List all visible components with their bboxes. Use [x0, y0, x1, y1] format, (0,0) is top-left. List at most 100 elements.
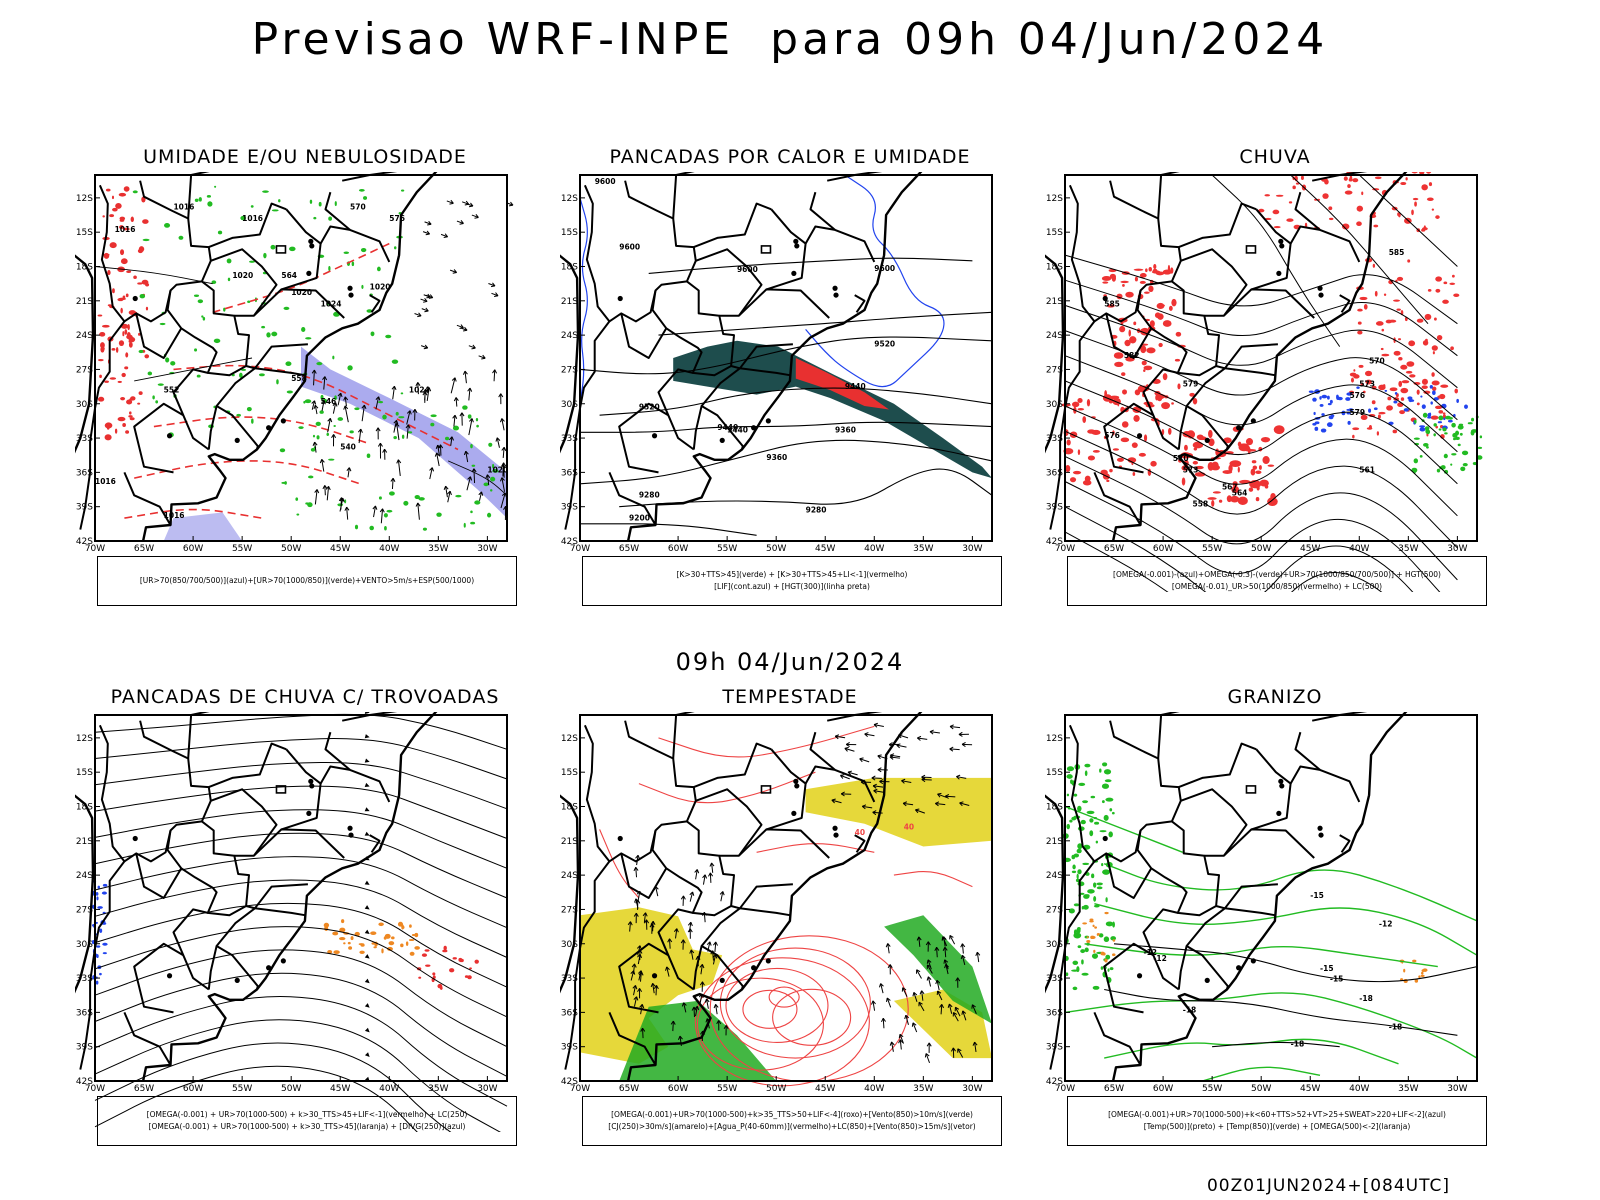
- wind-vector-head: [943, 959, 949, 964]
- temp500-contour: [1212, 1041, 1340, 1048]
- lifted-index-contour: [805, 174, 945, 388]
- wind-vector-head: [468, 418, 474, 423]
- lat-tick-label: 33S: [76, 974, 93, 984]
- omega-green-dots: [1477, 446, 1483, 450]
- lon-tick-label: 55W: [717, 1084, 737, 1094]
- temp850-green-dots: [1101, 783, 1110, 789]
- moisture-red-dots: [138, 332, 141, 336]
- border-line: [187, 712, 210, 759]
- wind-vector-head: [885, 943, 891, 948]
- rain-red-patch: [1208, 438, 1215, 447]
- temp850-green-dots: [1066, 823, 1070, 830]
- border-line: [826, 172, 883, 182]
- moisture-red-dots: [99, 331, 106, 337]
- rain-red-patch: [1077, 449, 1081, 456]
- rain-red-patch: [1374, 290, 1378, 297]
- omega-green-dots: [1457, 424, 1464, 430]
- wind-vector: [952, 1012, 959, 1022]
- temp850-green-dots: [1090, 795, 1096, 799]
- temp850-contour: [1064, 805, 1183, 853]
- border-line: [1180, 248, 1248, 317]
- rain-red-patch: [1357, 308, 1363, 312]
- wind-vector: [864, 733, 875, 737]
- omega-blue-dots: [1313, 411, 1316, 416]
- lon-tick-label: 35W: [1398, 544, 1418, 554]
- thunder-orange-dots: [401, 924, 404, 930]
- rain-red-patch: [1364, 370, 1373, 377]
- lat-tick-label: 18S: [1046, 263, 1063, 273]
- wind-vector: [899, 1039, 902, 1050]
- temp500-contour: [1104, 988, 1458, 1036]
- lake-shape: [765, 418, 771, 424]
- rain-red-patch: [1193, 447, 1198, 451]
- rain-red-patch: [1162, 269, 1172, 275]
- rain-red-patch: [1396, 276, 1404, 281]
- rain-red-patch: [1197, 436, 1207, 441]
- rain-red-patch: [1426, 172, 1432, 174]
- wind-vector-head: [332, 402, 338, 407]
- moisture-green-dots: [332, 355, 335, 360]
- omega-blue-dots: [1368, 408, 1372, 413]
- streamline: [94, 972, 508, 1077]
- moisture-red-dots: [145, 283, 150, 287]
- rain-red-patch: [1426, 197, 1434, 202]
- wind-vector-head: [949, 746, 954, 752]
- lat-tick-label: 33S: [1046, 974, 1063, 984]
- contour-label: 558: [1193, 500, 1209, 509]
- divergence-blue-dots: [91, 940, 95, 945]
- omega-blue-dots: [1456, 398, 1459, 403]
- temp850-green-dots: [1083, 894, 1090, 899]
- thunder-orange-dots: [414, 946, 420, 950]
- omega-orange-dots: [1104, 958, 1108, 963]
- rain-red-patch: [1328, 217, 1334, 221]
- omega-orange-dots: [1089, 920, 1094, 923]
- lat-tick-label: 21S: [76, 297, 93, 307]
- moisture-red-dots: [119, 216, 126, 221]
- wind-vector: [672, 1021, 674, 1032]
- wind-vector: [948, 1003, 953, 1014]
- rain-red-patch: [1449, 282, 1456, 285]
- moisture-red-dots: [119, 225, 124, 230]
- wind-vector-head: [898, 1033, 904, 1039]
- low-level-streamline: [719, 947, 871, 1059]
- lon-tick-label: 45W: [330, 544, 350, 554]
- rain-red-patch: [1238, 443, 1250, 452]
- lake-shape: [1279, 783, 1285, 789]
- lake-shape: [719, 437, 725, 443]
- rain-red-patch: [1155, 393, 1165, 400]
- rain-red-patch: [1435, 215, 1440, 219]
- omega-green-dots: [1413, 458, 1419, 464]
- rain-red-patch: [1372, 263, 1376, 268]
- temp850-green-dots: [1091, 873, 1095, 879]
- omega-blue-dots: [1347, 420, 1351, 425]
- contour-label: 552: [164, 385, 180, 394]
- contour-label: 585: [1104, 300, 1120, 309]
- divergence-blue-dots: [95, 980, 99, 985]
- temp850-green-dots: [1103, 769, 1112, 775]
- map-frame: [1064, 174, 1478, 542]
- temp850-green-dots: [1076, 873, 1079, 880]
- lake-shape: [1279, 243, 1285, 249]
- moisture-green-dots: [258, 373, 265, 377]
- wind-vector: [714, 941, 717, 952]
- lat-tick-label: 24S: [76, 331, 93, 341]
- rain-red-patch: [1377, 414, 1381, 419]
- lon-tick-label: 65W: [619, 1084, 639, 1094]
- moisture-red-dots: [106, 427, 110, 430]
- streamline-arrowhead: [364, 712, 370, 714]
- border-line: [1177, 405, 1188, 450]
- lifted-index-contour: [579, 197, 588, 404]
- coastline-west: [75, 254, 95, 454]
- border-line: [583, 720, 697, 863]
- thunder-red-dots: [432, 972, 436, 976]
- moisture-red-dots: [114, 428, 118, 434]
- wind-vector-head: [699, 964, 705, 969]
- temp850-green-dots: [1077, 945, 1082, 949]
- wind-vector-head: [689, 891, 695, 896]
- wind-vector: [942, 936, 948, 947]
- wind-vector: [974, 1041, 977, 1053]
- contour-label: 576: [1104, 431, 1120, 440]
- moisture-red-dots: [102, 215, 105, 218]
- legend-line: [OMEGA(-0.01)_UR>50(1000/850)(vermelho) …: [1171, 582, 1383, 591]
- divergence-blue-dots: [97, 885, 101, 889]
